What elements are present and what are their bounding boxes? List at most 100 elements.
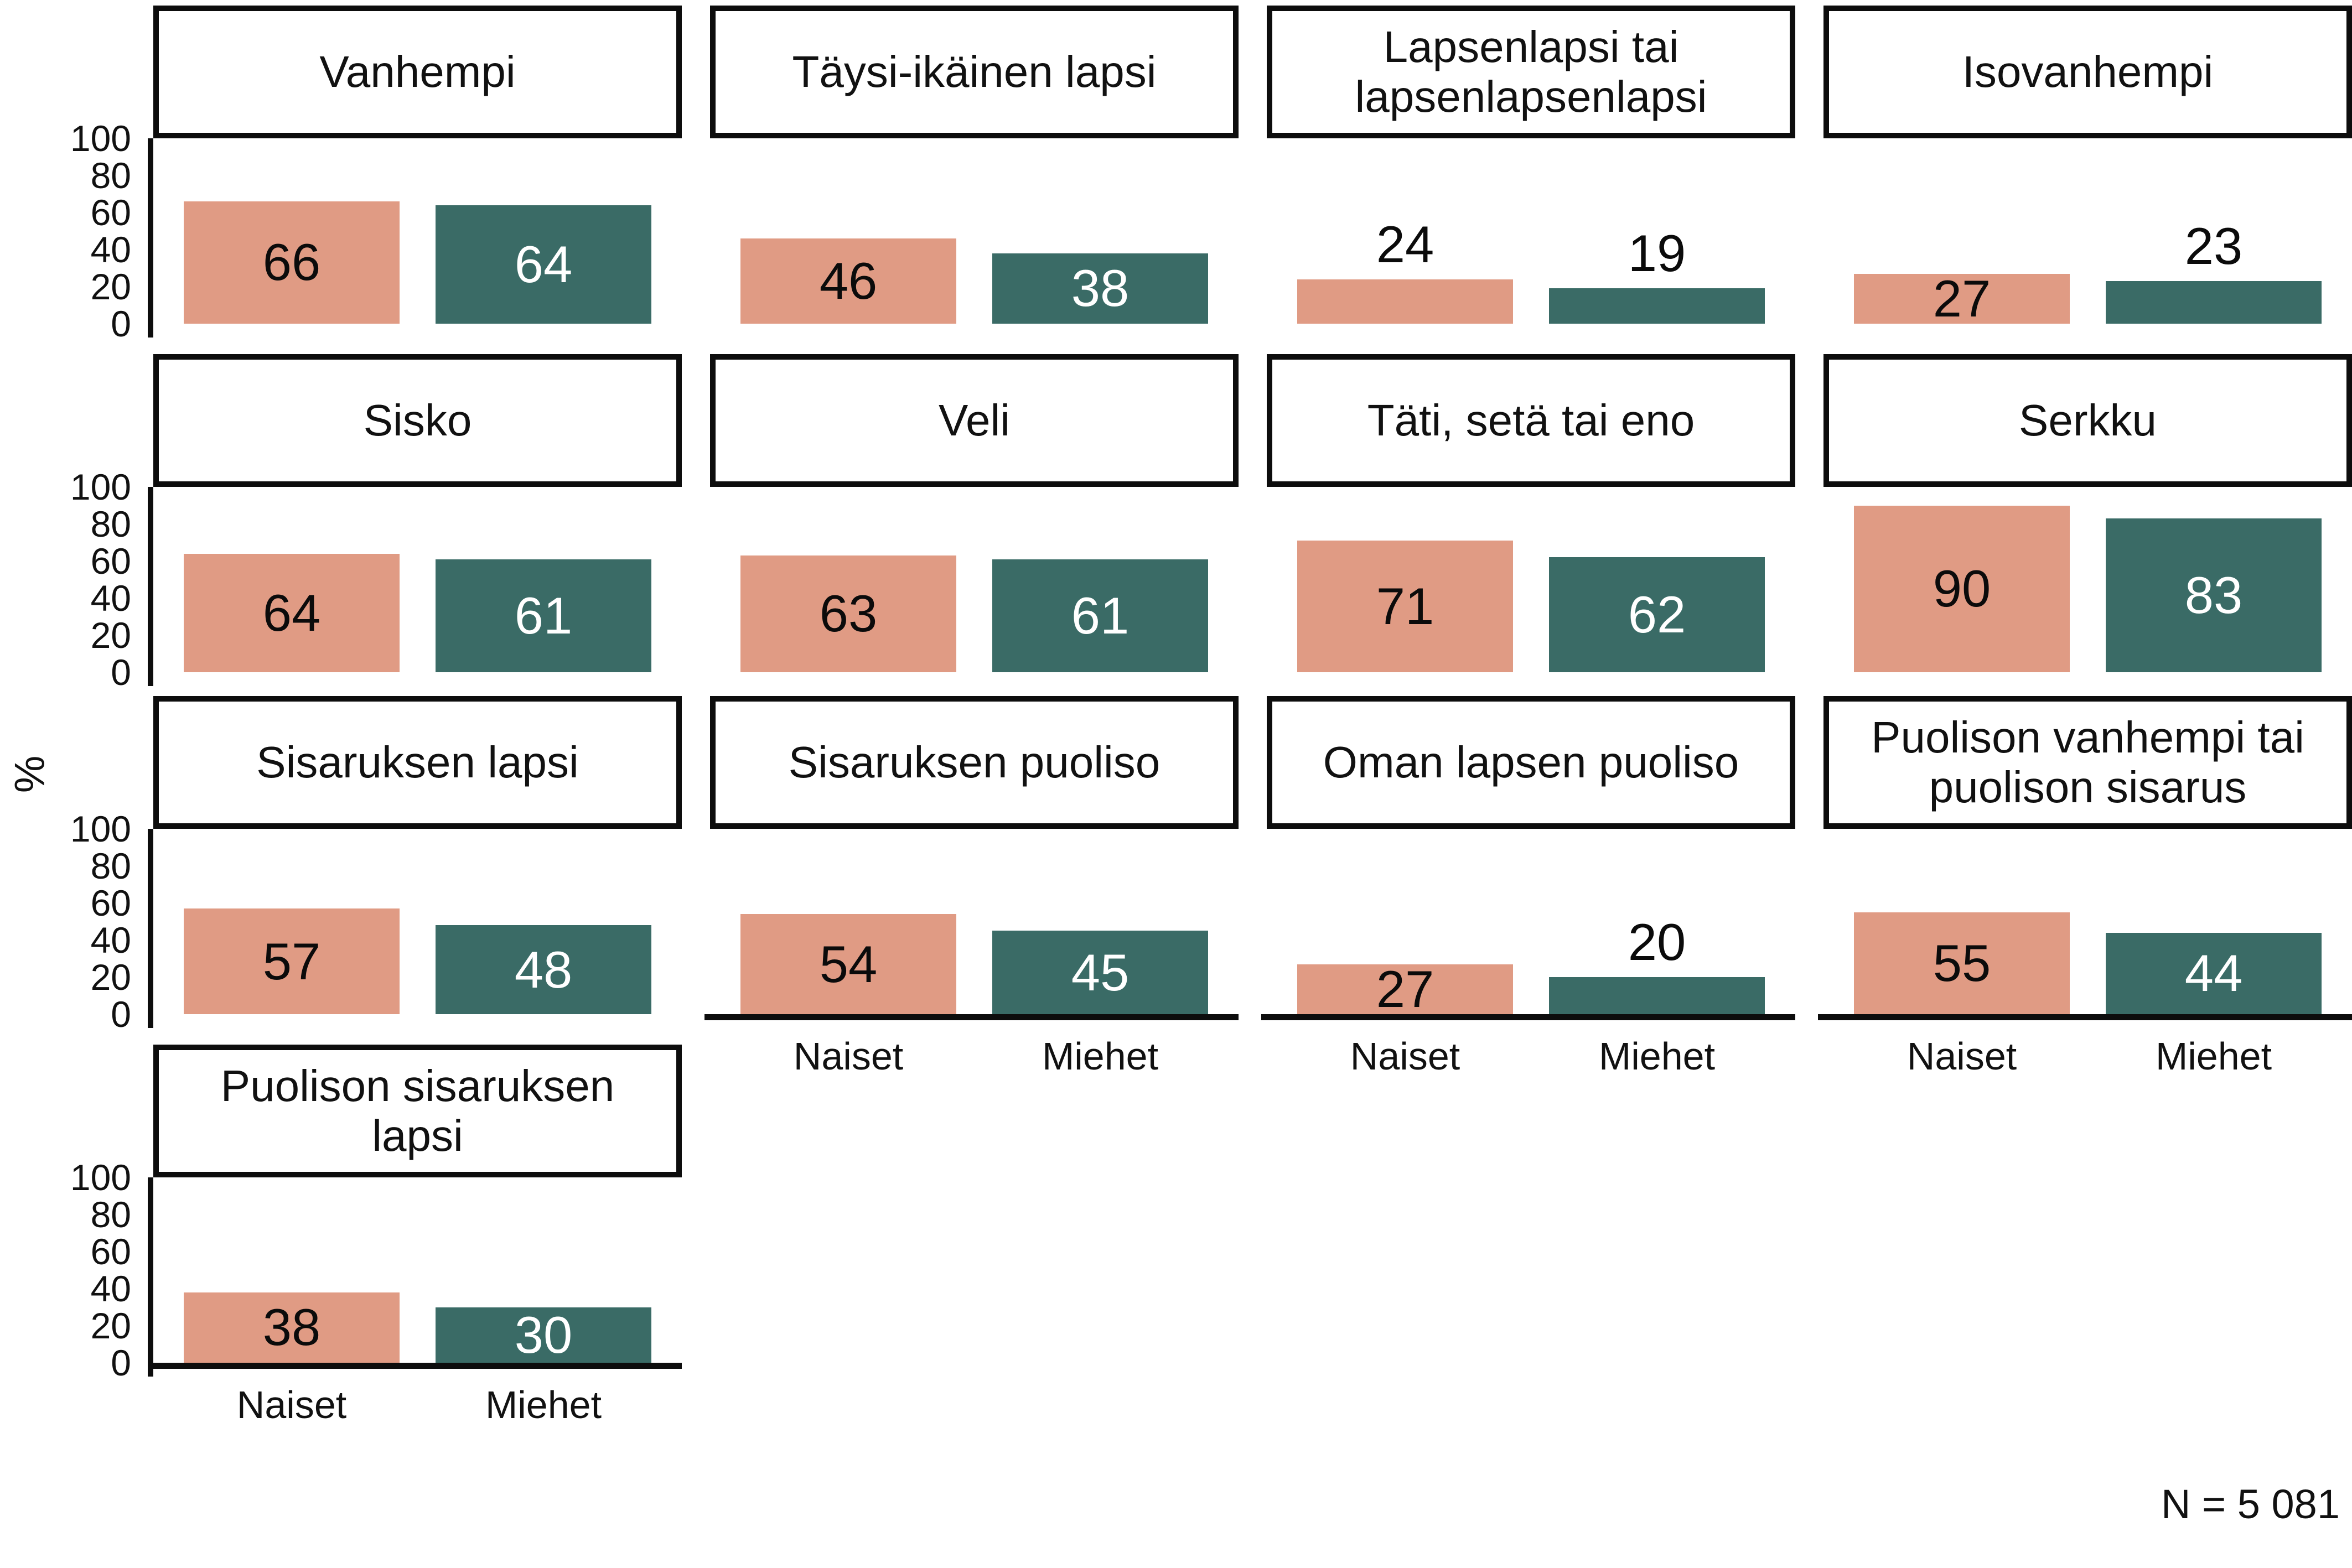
facet-title-text: Oman lapsen puoliso — [1323, 738, 1739, 787]
bar-value-label: 23 — [2184, 216, 2243, 275]
bar-value-label: 45 — [1071, 943, 1130, 1001]
bar-value-label: 44 — [2184, 944, 2243, 1003]
bar-miehet: 62 — [1549, 557, 1765, 672]
bar-miehet: 20 — [1549, 916, 1765, 1014]
y-tick: 40 — [90, 578, 131, 619]
bar-value-label: 90 — [1933, 559, 1991, 618]
plot-area: 100 80 60 40 20 0 57 48 — [70, 811, 682, 1032]
plot-area: 63 61 — [710, 487, 1239, 672]
bar-value-label: 61 — [514, 586, 573, 645]
bar-naiset: 54 — [740, 914, 956, 1014]
bar-miehet: 83 — [2106, 518, 2322, 672]
bar-value-label: 63 — [819, 584, 878, 643]
y-tick: 60 — [90, 192, 131, 233]
y-tick: 80 — [90, 155, 131, 196]
x-tick-miehet: Miehet — [485, 1383, 602, 1426]
y-tick: 40 — [90, 229, 131, 270]
x-tick-miehet: Miehet — [1598, 1035, 1716, 1078]
panel-isovanhempi: Isovanhempi 27 23 — [1823, 6, 2352, 324]
bar-value-label: 48 — [514, 940, 573, 999]
bar-naiset: 27 — [1297, 959, 1513, 1018]
bar-value-label: 19 — [1628, 224, 1686, 283]
x-axis-ticks: Naiset Miehet — [1823, 1034, 2352, 1078]
bar-naiset: 57 — [184, 908, 400, 1014]
panel-puolison-vanhempi: Puolison vanhempi tai puolison sisarus 5… — [1818, 696, 2352, 1078]
y-tick: 60 — [90, 1231, 131, 1272]
facet-title: Sisaruksen puoliso — [710, 696, 1239, 829]
facet-title-text: Vanhempi — [319, 47, 516, 97]
bar-value-label: 62 — [1628, 585, 1686, 644]
bar-miehet: 23 — [2106, 220, 2322, 324]
facet-title: Täti, setä tai eno — [1267, 354, 1795, 487]
bar-miehet: 44 — [2106, 932, 2322, 1014]
facet-title: Isovanhempi — [1823, 6, 2352, 138]
bar-miehet: 61 — [436, 559, 651, 672]
y-tick: 80 — [90, 845, 131, 886]
bar-miehet: 19 — [1549, 227, 1765, 324]
facet-title-text: Sisaruksen lapsi — [256, 738, 579, 787]
y-tick: 0 — [111, 303, 131, 344]
y-axis-line — [148, 829, 153, 1028]
bar-value-label: 71 — [1376, 577, 1434, 636]
bar-value-label: 64 — [514, 235, 573, 293]
bar-value-label: 57 — [262, 932, 321, 990]
facet-title: Veli — [710, 354, 1239, 487]
x-axis-ticks: Naiset Miehet — [1267, 1034, 1795, 1078]
facet-title-text: Täysi-ikäinen lapsi — [792, 47, 1157, 97]
bar-miehet: 61 — [992, 559, 1208, 672]
bar-value-label: 24 — [1376, 215, 1434, 273]
bar-miehet: 38 — [992, 253, 1208, 324]
y-tick: 100 — [70, 808, 131, 849]
x-tick-miehet: Miehet — [2155, 1035, 2272, 1078]
plot-area: 27 20 Naiset Miehet — [1261, 829, 1795, 1078]
facet-title-text: Täti, setä tai eno — [1367, 396, 1695, 445]
panel-sisaruksen-puoliso: Sisaruksen puoliso 54 45 Naiset Miehet — [704, 696, 1239, 1078]
bar-value-label: 83 — [2184, 565, 2243, 624]
bar-value-label: 27 — [1376, 959, 1434, 1018]
facet-title-text: Sisaruksen puoliso — [788, 738, 1161, 787]
y-axis-line — [148, 138, 153, 338]
panel-taysi-ikainen-lapsi: Täysi-ikäinen lapsi 46 38 — [710, 6, 1239, 324]
facet-title-text: Puolison sisaruksen lapsi — [220, 1061, 615, 1160]
x-tick-naiset: Naiset — [236, 1383, 347, 1426]
plot-area: 100 80 60 40 20 0 66 64 Naiset Miehet — [70, 120, 682, 342]
y-tick: 60 — [90, 541, 131, 581]
facet-title: Täysi-ikäinen lapsi — [710, 6, 1239, 138]
bar-naiset: 71 — [1297, 541, 1513, 672]
y-tick: 20 — [90, 266, 131, 307]
bar-value-label: 55 — [1933, 933, 1991, 992]
panel-veli: Veli 63 61 — [710, 354, 1239, 672]
y-tick: 80 — [90, 1194, 131, 1235]
bar-value-label: 38 — [262, 1298, 321, 1357]
plot-area: 27 23 — [1823, 138, 2352, 324]
y-axis-ticks: 100 80 60 40 20 0 — [9, 811, 131, 1032]
bar-value-label: 54 — [819, 934, 878, 993]
plot-area: 100 80 60 40 20 0 64 61 — [70, 469, 682, 690]
y-axis-line — [148, 1177, 153, 1377]
panel-lapsenlapsi: Lapsenlapsi tai lapsenlapsenlapsi 24 19 — [1267, 6, 1795, 324]
bar-value-label: 38 — [1071, 259, 1130, 318]
y-tick: 0 — [111, 652, 131, 693]
panel-puolison-sisaruksen-lapsi: Puolison sisaruksen lapsi 100 80 60 40 2… — [70, 1045, 682, 1426]
y-axis-ticks: 100 80 60 40 20 0 — [9, 469, 131, 690]
bar-miehet: 48 — [436, 925, 651, 1014]
bar-naiset: 24 — [1297, 218, 1513, 324]
panel-vanhempi: Vanhempi 100 80 60 40 20 0 66 64 Naiset … — [70, 6, 682, 342]
x-axis-line — [704, 1014, 1239, 1020]
y-tick: 40 — [90, 920, 131, 960]
y-tick: 60 — [90, 882, 131, 923]
y-axis-title: % — [6, 755, 54, 793]
facet-title-text: Lapsenlapsi tai lapsenlapsenlapsi — [1355, 22, 1707, 121]
bar-value-label: 46 — [819, 251, 878, 310]
bar-miehet: 30 — [436, 1307, 651, 1363]
y-tick: 40 — [90, 1268, 131, 1309]
plot-area: 46 38 — [710, 138, 1239, 324]
y-axis-ticks: 100 80 60 40 20 0 — [9, 120, 131, 342]
bar-value-label: 27 — [1933, 269, 1991, 328]
x-axis-line — [1261, 1014, 1795, 1020]
y-tick: 0 — [111, 994, 131, 1035]
sample-size-note: N = 5 081 — [2161, 1481, 2340, 1527]
facet-title: Sisaruksen lapsi — [153, 696, 682, 829]
y-tick: 80 — [90, 503, 131, 544]
x-tick-naiset: Naiset — [793, 1035, 904, 1078]
